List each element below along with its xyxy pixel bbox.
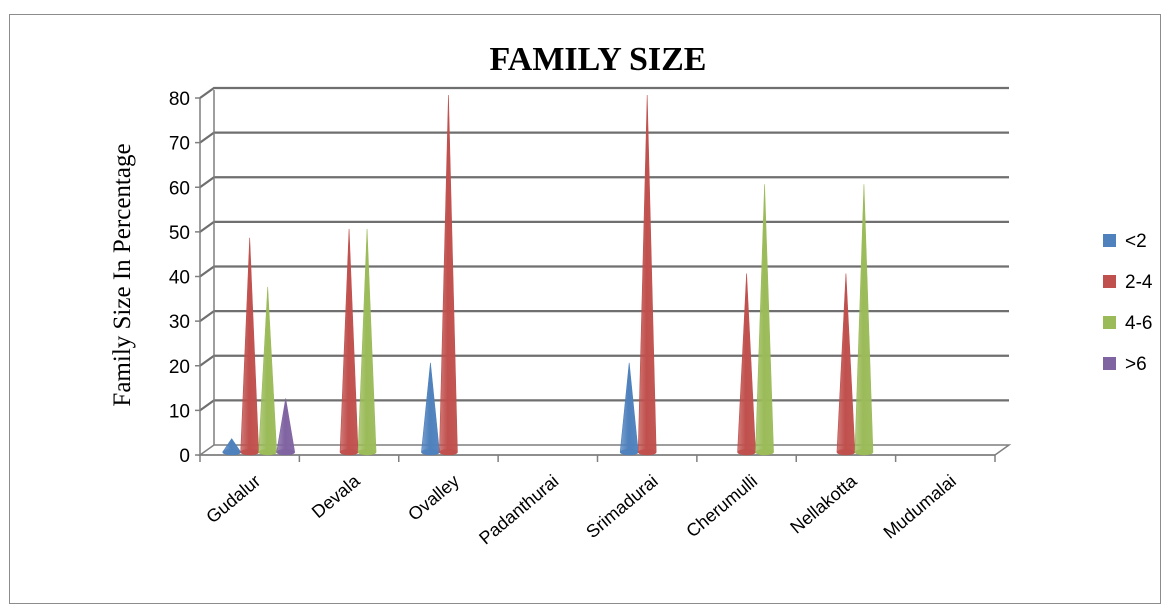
y-tick-label: 80 xyxy=(169,89,190,110)
cone-srimadurai-2to4 xyxy=(637,94,657,456)
y-axis-label: Family Size In Percentage xyxy=(109,143,136,406)
category-label-srimadurai: Srimadurai xyxy=(582,471,662,542)
gridline xyxy=(199,310,1009,323)
chart-floor xyxy=(197,444,1012,456)
legend-item-4to6: 4-6 xyxy=(1103,313,1152,334)
legend-item-lt2: <2 xyxy=(1103,231,1147,252)
legend-swatch xyxy=(1103,275,1116,288)
legend-item-gt6: >6 xyxy=(1103,354,1147,375)
legend-swatch xyxy=(1103,234,1116,247)
legend-label: <2 xyxy=(1125,231,1147,252)
legend-swatch xyxy=(1103,357,1116,370)
axes xyxy=(195,90,1012,462)
legend-label: 2-4 xyxy=(1125,272,1153,293)
y-tick-label: 0 xyxy=(179,446,190,467)
category-label-mudumalai: Mudumalai xyxy=(880,471,960,543)
gridline xyxy=(199,131,1009,144)
cone-srimadurai-lt2 xyxy=(619,362,639,456)
cone-cherumulli-4to6 xyxy=(755,184,774,456)
legend-label: 4-6 xyxy=(1125,313,1152,334)
y-tick-label: 20 xyxy=(169,357,190,378)
cone-ovalley-2to4 xyxy=(439,94,458,456)
y-tick-label: 10 xyxy=(169,401,190,422)
y-tick-label: 40 xyxy=(169,268,190,289)
cone-ovalley-lt2 xyxy=(421,362,440,456)
cone-gudalur-gt6 xyxy=(276,398,295,456)
legend-swatch xyxy=(1103,316,1116,329)
cone-nellakotta-2to4 xyxy=(836,273,856,456)
category-label-ovalley: Ovalley xyxy=(404,471,463,525)
category-label-devala: Devala xyxy=(308,470,365,522)
cone-series xyxy=(222,94,874,456)
category-labels: Gudalur Devala Ovalley Padanthurai Srimadura… xyxy=(202,470,960,548)
gridline xyxy=(199,176,1009,189)
legend: <2 2-4 4-6 >6 xyxy=(1103,231,1153,375)
gridline xyxy=(199,354,1009,367)
legend-item-2to4: 2-4 xyxy=(1103,272,1153,293)
y-tick-label: 70 xyxy=(169,134,190,155)
y-tick-labels: 0 10 20 30 40 50 60 70 80 xyxy=(169,89,190,467)
gridlines xyxy=(199,86,1009,412)
y-tick-label: 50 xyxy=(169,223,190,244)
chart-title: FAMILY SIZE xyxy=(490,41,707,78)
gridline xyxy=(199,399,1009,412)
cone-nellakotta-4to6 xyxy=(854,184,874,456)
cone-devala-2to4 xyxy=(339,228,359,456)
legend-label: >6 xyxy=(1125,354,1147,375)
gridline xyxy=(199,86,1009,99)
cone-gudalur-2to4 xyxy=(240,237,259,456)
category-label-padanthurai: Padanthurai xyxy=(475,471,562,549)
gridline xyxy=(199,220,1009,233)
chart-frame xyxy=(9,14,1161,604)
category-label-cherumulli: Cherumulli xyxy=(682,471,761,542)
y-tick-label: 60 xyxy=(169,178,190,199)
category-label-nellakotta: Nellakotta xyxy=(786,470,861,537)
y-tick-label: 30 xyxy=(169,312,190,333)
cone-devala-4to6 xyxy=(357,228,377,456)
gridline xyxy=(199,265,1009,278)
cone-cherumulli-2to4 xyxy=(737,273,756,456)
category-label-gudalur: Gudalur xyxy=(202,471,264,527)
